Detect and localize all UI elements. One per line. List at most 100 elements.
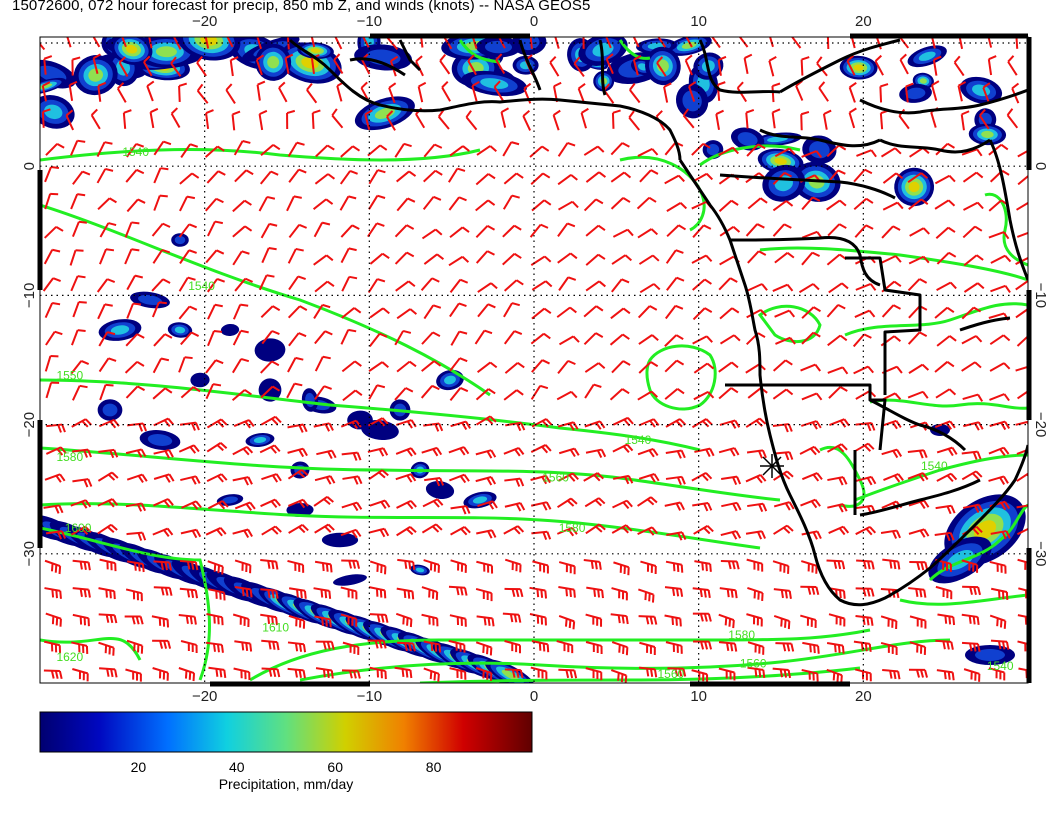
wind-barb <box>450 559 467 573</box>
wind-barb <box>692 224 712 238</box>
wind-barb <box>124 360 145 374</box>
wind-barb <box>853 197 874 211</box>
wind-barb <box>747 587 764 602</box>
wind-barb <box>826 559 846 570</box>
wind-barb <box>259 444 281 454</box>
wind-barb <box>664 614 682 627</box>
wind-barb <box>632 54 642 76</box>
wind-barb <box>850 37 856 49</box>
wind-barb <box>45 612 62 627</box>
wind-barb <box>179 587 199 599</box>
wind-barb <box>314 523 335 534</box>
wind-barb <box>315 144 335 158</box>
wind-barb <box>638 615 658 625</box>
wind-barb <box>450 420 471 431</box>
wind-barb <box>637 305 658 319</box>
wind-barb <box>504 558 522 573</box>
wind-barb <box>852 333 872 348</box>
wind-barb <box>801 150 823 159</box>
wind-barb <box>44 225 64 239</box>
contour-label: 1600 <box>65 521 92 535</box>
wind-barb <box>988 231 1010 240</box>
wind-barb <box>612 474 634 485</box>
wind-barb <box>196 83 209 104</box>
wind-barb <box>44 192 59 210</box>
wind-barb <box>611 524 633 534</box>
wind-barb <box>909 641 927 655</box>
wind-barb <box>639 283 661 294</box>
wind-barb <box>261 247 277 264</box>
wind-barb <box>43 640 62 654</box>
wind-barb <box>768 55 777 77</box>
wind-barb <box>552 109 561 131</box>
wind-barb <box>989 393 1010 402</box>
wind-barb <box>772 667 792 679</box>
precip-cell <box>681 41 697 49</box>
wind-barb <box>44 355 59 372</box>
wind-barb <box>98 613 118 624</box>
contour-label: 1540 <box>625 433 652 447</box>
wind-barb <box>179 249 197 264</box>
precip-cell <box>253 437 267 443</box>
wind-barb <box>72 587 91 598</box>
wind-barb <box>772 560 790 574</box>
wind-barb <box>691 669 709 683</box>
wind-barb <box>258 274 275 291</box>
wind-barb <box>369 252 390 265</box>
wind-barb <box>961 335 983 345</box>
wind-barb <box>423 304 442 320</box>
wind-barb <box>260 588 279 599</box>
wind-barb <box>637 496 658 507</box>
wind-barb <box>367 144 388 157</box>
wind-barb <box>718 447 740 457</box>
contour-label: 1580 <box>56 450 83 464</box>
wind-barb <box>206 442 228 453</box>
wind-barb <box>771 82 781 103</box>
wind-barb <box>605 37 612 49</box>
wind-barb <box>126 639 144 654</box>
wind-barb <box>611 360 631 374</box>
wind-barb <box>638 588 655 603</box>
wind-barb <box>260 558 279 570</box>
wind-barb <box>153 449 174 459</box>
wind-barb <box>205 527 227 537</box>
wind-barb <box>287 559 305 573</box>
wind-barb <box>718 641 738 652</box>
wind-barb <box>665 304 684 320</box>
wind-barb <box>331 108 344 129</box>
wind-barb <box>931 37 936 49</box>
wind-barb <box>314 280 335 293</box>
wind-barb <box>396 170 417 183</box>
wind-barb <box>664 586 684 597</box>
wind-barb <box>988 475 1009 485</box>
wind-barb <box>368 169 386 185</box>
wind-barb <box>663 82 672 103</box>
wind-barb <box>611 641 629 656</box>
wind-barb <box>745 530 767 540</box>
wind-barb <box>178 305 198 320</box>
wind-barb <box>476 615 495 627</box>
wind-barb <box>180 640 198 653</box>
wind-barb <box>258 109 268 131</box>
wind-barb <box>585 667 603 681</box>
longitude-tick-label: −20 <box>192 13 217 30</box>
wind-barb <box>934 306 955 319</box>
wind-barb <box>97 523 118 535</box>
wind-barb <box>261 330 280 345</box>
wind-barb <box>775 336 796 345</box>
wind-barb <box>341 559 361 569</box>
wind-barb <box>583 198 604 212</box>
wind-barb <box>333 53 344 75</box>
wind-barb <box>287 305 308 319</box>
wind-barb <box>745 223 765 237</box>
wind-barb <box>530 332 551 345</box>
precip-cell <box>174 235 186 245</box>
wind-barb <box>260 613 278 626</box>
wind-barb <box>450 330 468 346</box>
wind-barb <box>693 524 714 535</box>
wind-barb <box>719 587 738 599</box>
wind-barb <box>769 37 774 48</box>
wind-barb <box>989 362 1011 372</box>
precip-cell <box>975 649 1005 661</box>
wind-barb <box>97 197 117 211</box>
